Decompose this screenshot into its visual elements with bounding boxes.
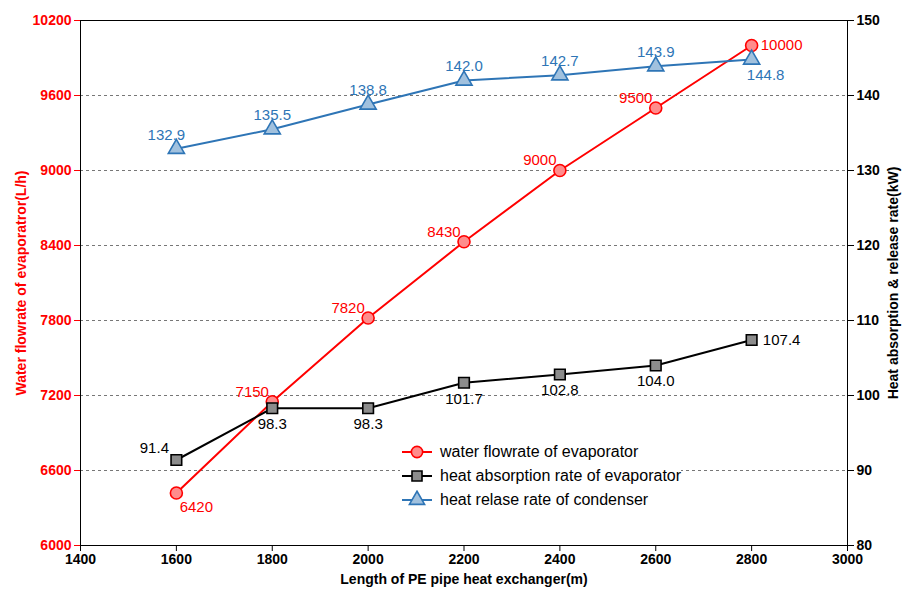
svg-text:2400: 2400 [544,551,575,567]
svg-text:Water flowrate of evaporatror(: Water flowrate of evaporatror(L/h) [13,170,29,395]
svg-text:8400: 8400 [40,237,71,253]
svg-text:7150: 7150 [236,383,269,400]
html-text:heat relase rate of condenser: heat relase rate of condenser [440,491,649,508]
svg-text:9000: 9000 [40,162,71,178]
svg-text:100: 100 [857,387,881,403]
svg-text:143.9: 143.9 [637,43,675,60]
svg-text:10200: 10200 [33,12,72,28]
svg-text:110: 110 [857,312,880,328]
svg-text:98.3: 98.3 [258,415,287,432]
svg-text:6420: 6420 [180,498,213,515]
svg-text:104.0: 104.0 [637,372,675,389]
html-text:heat absorption rate of evapor: heat absorption rate of evaporator [440,467,681,484]
svg-text:9600: 9600 [40,87,71,103]
svg-text:9000: 9000 [523,151,556,168]
svg-text:130: 130 [857,162,881,178]
svg-text:10000: 10000 [761,36,803,53]
svg-text:8430: 8430 [427,223,460,240]
svg-text:6000: 6000 [40,537,71,553]
svg-text:2800: 2800 [736,551,767,567]
svg-text:1800: 1800 [257,551,288,567]
svg-text:9500: 9500 [619,89,652,106]
svg-text:3000: 3000 [832,551,863,567]
svg-text:90: 90 [857,462,873,478]
svg-text:102.8: 102.8 [541,381,579,398]
svg-text:7200: 7200 [40,387,71,403]
svg-text:2000: 2000 [353,551,384,567]
svg-text:150: 150 [857,12,881,28]
svg-text:132.9: 132.9 [148,126,186,143]
svg-text:120: 120 [857,237,881,253]
svg-text:2600: 2600 [640,551,671,567]
svg-text:7820: 7820 [331,299,364,316]
svg-text:135.5: 135.5 [253,106,291,123]
svg-text:101.7: 101.7 [445,390,483,407]
svg-text:138.8: 138.8 [349,81,387,98]
svg-text:144.8: 144.8 [747,66,785,83]
svg-text:142.0: 142.0 [445,57,483,74]
svg-text:91.4: 91.4 [140,439,169,456]
svg-text:98.3: 98.3 [354,415,383,432]
svg-text:2200: 2200 [448,551,479,567]
svg-text:1600: 1600 [161,551,192,567]
svg-text:Heat absorption & release rate: Heat absorption & release rate(kW) [885,167,901,400]
svg-text:1400: 1400 [65,551,96,567]
svg-text:80: 80 [857,537,873,553]
html-text:water flowrate of evaporator: water flowrate of evaporator [440,443,639,460]
svg-text:6600: 6600 [40,462,71,478]
svg-text:107.4: 107.4 [763,331,801,348]
svg-text:Length of PE pipe heat exchang: Length of PE pipe heat exchanger(m) [340,571,587,587]
svg-text:140: 140 [857,87,881,103]
svg-text:7800: 7800 [40,312,71,328]
svg-text:142.7: 142.7 [541,52,579,69]
